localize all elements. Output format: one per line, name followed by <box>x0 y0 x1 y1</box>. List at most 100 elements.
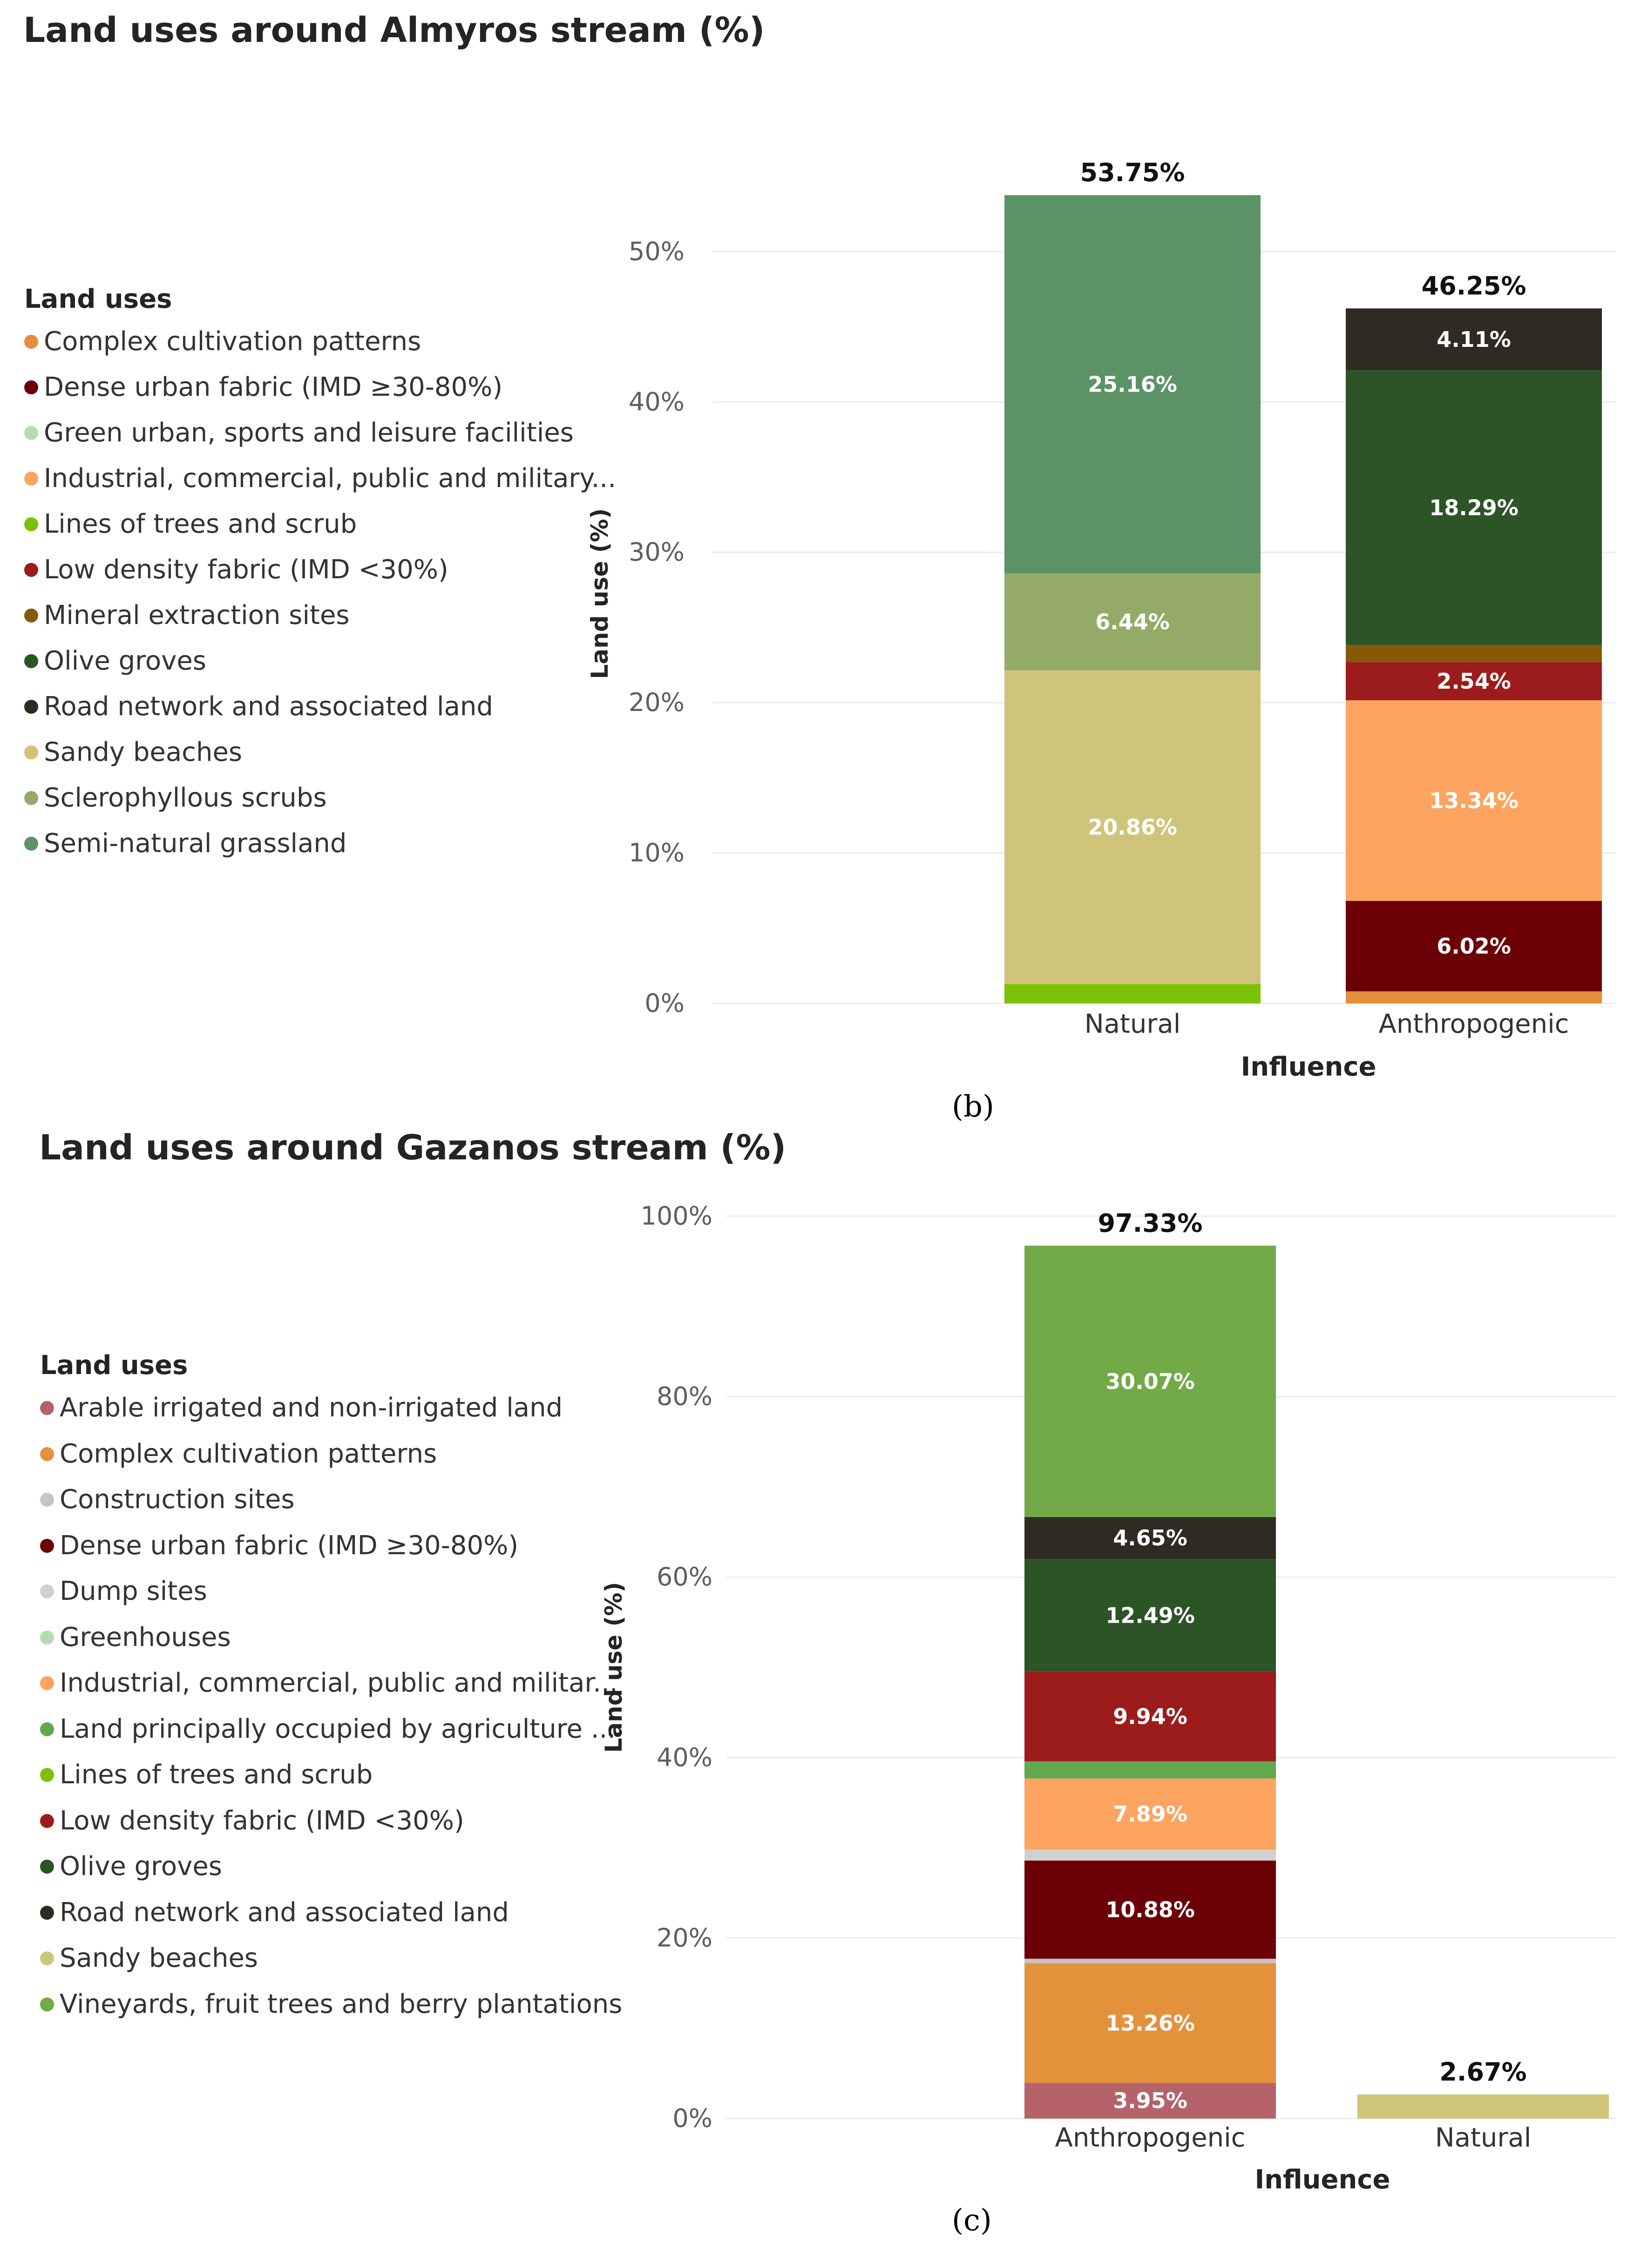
bar-segment <box>1346 645 1602 662</box>
legend-swatch <box>24 426 38 440</box>
data-label: 7.89% <box>1113 1801 1187 1827</box>
data-label: 2.54% <box>1437 669 1511 694</box>
legend-label: Sclerophyllous scrubs <box>44 783 327 813</box>
legend-label: Low density fabric (IMD <30%) <box>44 555 448 585</box>
legend-label: Complex cultivation patterns <box>60 1438 437 1469</box>
legend-item[interactable]: Dump sites <box>40 1569 622 1615</box>
legend-swatch <box>40 1493 54 1507</box>
bar-segment <box>1346 662 1602 700</box>
legend-label: Construction sites <box>60 1484 295 1515</box>
legend-item[interactable]: Olive groves <box>24 638 616 684</box>
y-tick-label: 60% <box>657 1562 712 1591</box>
legend-item[interactable]: Road network and associated land <box>24 684 616 730</box>
legend-label: Dense urban fabric (IMD ≥30-80%) <box>60 1530 519 1561</box>
data-label: 25.16% <box>1088 372 1177 397</box>
legend-item[interactable]: Green urban, sports and leisure faciliti… <box>24 410 616 456</box>
legend-item[interactable]: Greenhouses <box>40 1615 622 1661</box>
legend-item[interactable]: Complex cultivation patterns <box>24 319 616 365</box>
bar-segment <box>1004 195 1261 574</box>
legend-item[interactable]: Construction sites <box>40 1477 622 1523</box>
legend-item[interactable]: Low density fabric (IMD <30%) <box>24 547 616 593</box>
chart-c-title: Land uses around Gazanos stream (%) <box>39 1128 787 1168</box>
legend-item[interactable]: Lines of trees and scrub <box>40 1752 622 1798</box>
legend-swatch <box>40 1860 54 1874</box>
legend-item[interactable]: Industrial, commercial, public and milit… <box>24 456 616 501</box>
y-axis-title: Land use (%) <box>600 1582 627 1753</box>
chart-c-legend: Land uses Arable irrigated and non-irrig… <box>40 1350 622 2027</box>
legend-swatch <box>40 1905 54 1920</box>
legend-label: Semi-natural grassland <box>44 828 347 859</box>
legend-item[interactable]: Complex cultivation patterns <box>40 1431 622 1477</box>
data-label: 12.49% <box>1105 1603 1195 1628</box>
legend-label: Dump sites <box>60 1576 207 1606</box>
legend-item[interactable]: Low density fabric (IMD <30%) <box>40 1798 622 1844</box>
y-tick-label: 30% <box>629 537 685 567</box>
legend-item[interactable]: Road network and associated land <box>40 1890 622 1936</box>
legend-swatch <box>24 335 38 349</box>
legend-swatch <box>24 517 38 531</box>
bar-segment <box>1024 1958 1276 1963</box>
data-label: 20.86% <box>1088 815 1177 840</box>
data-label: 4.11% <box>1437 327 1511 352</box>
legend-label: Industrial, commercial, public and milit… <box>44 463 616 494</box>
bar-segment <box>1024 1761 1276 1779</box>
legend-item[interactable]: Arable irrigated and non-irrigated land <box>40 1385 622 1431</box>
bar-segment <box>1004 984 1261 1003</box>
bar-segment <box>1024 2083 1276 2119</box>
legend-label: Low density fabric (IMD <30%) <box>60 1805 464 1836</box>
legend-item[interactable]: Dense urban fabric (IMD ≥30-80%) <box>24 365 616 410</box>
data-label: 13.34% <box>1429 788 1519 813</box>
total-label: 97.33% <box>1098 1208 1203 1238</box>
chart-b-legend-items: Complex cultivation patterns Dense urban … <box>24 319 616 867</box>
legend-swatch <box>24 380 38 394</box>
y-tick-label: 0% <box>644 988 685 1018</box>
legend-swatch <box>40 1814 54 1828</box>
legend-item[interactable]: Industrial, commercial, public and milit… <box>40 1660 622 1706</box>
legend-swatch <box>24 654 38 668</box>
bar-segment <box>1024 1778 1276 1850</box>
legend-swatch <box>40 1676 54 1691</box>
total-label: 2.67% <box>1439 2057 1526 2086</box>
legend-swatch <box>40 1401 54 1415</box>
y-tick-label: 40% <box>657 1743 712 1772</box>
legend-item[interactable]: Dense urban fabric (IMD ≥30-80%) <box>40 1523 622 1569</box>
legend-swatch <box>40 1584 54 1599</box>
legend-label: Greenhouses <box>60 1622 231 1652</box>
legend-label: Green urban, sports and leisure faciliti… <box>44 418 574 448</box>
legend-item[interactable]: Olive groves <box>40 1844 622 1890</box>
legend-item[interactable]: Vineyards, fruit trees and berry plantat… <box>40 1982 622 2028</box>
data-label: 30.07% <box>1105 1369 1195 1394</box>
y-tick-label: 10% <box>629 838 685 867</box>
y-tick-label: 0% <box>672 2104 712 2133</box>
legend-swatch <box>24 472 38 486</box>
legend-swatch <box>24 563 38 577</box>
legend-item[interactable]: Sclerophyllous scrubs <box>24 775 616 821</box>
legend-item[interactable]: Land principally occupied by agriculture… <box>40 1706 622 1753</box>
x-category-label: Anthropogenic <box>1055 2123 1246 2153</box>
chart-b-legend: Land uses Complex cultivation patterns De… <box>24 284 616 867</box>
bar-segment <box>1024 1672 1276 1761</box>
legend-item[interactable]: Semi-natural grassland <box>24 821 616 867</box>
legend-label: Road network and associated land <box>60 1897 509 1928</box>
legend-label: Olive groves <box>60 1851 222 1882</box>
legend-label: Road network and associated land <box>44 691 493 722</box>
chart-c-caption: (c) <box>952 2203 992 2238</box>
chart-b-title: Land uses around Almyros stream (%) <box>23 10 765 50</box>
legend-item[interactable]: Sandy beaches <box>40 1936 622 1982</box>
bar-segment <box>1024 1963 1276 2083</box>
legend-item[interactable]: Lines of trees and scrub <box>24 501 616 547</box>
x-category-label: Anthropogenic <box>1379 1009 1569 1039</box>
chart-c-legend-title: Land uses <box>40 1350 188 1381</box>
legend-label: Land principally occupied by agriculture… <box>60 1713 616 1744</box>
bar-segment <box>1024 1849 1276 1861</box>
data-label: 6.02% <box>1437 934 1511 959</box>
bar-segment <box>1346 370 1602 645</box>
legend-label: Lines of trees and scrub <box>60 1760 373 1790</box>
legend-item[interactable]: Sandy beaches <box>24 730 616 775</box>
legend-label: Vineyards, fruit trees and berry plantat… <box>60 1989 623 2019</box>
legend-item[interactable]: Mineral extraction sites <box>24 593 616 638</box>
legend-label: Arable irrigated and non-irrigated land <box>60 1393 563 1423</box>
bar-segment <box>1346 991 1602 1003</box>
x-category-label: Natural <box>1435 2123 1532 2153</box>
total-label: 53.75% <box>1080 158 1185 187</box>
